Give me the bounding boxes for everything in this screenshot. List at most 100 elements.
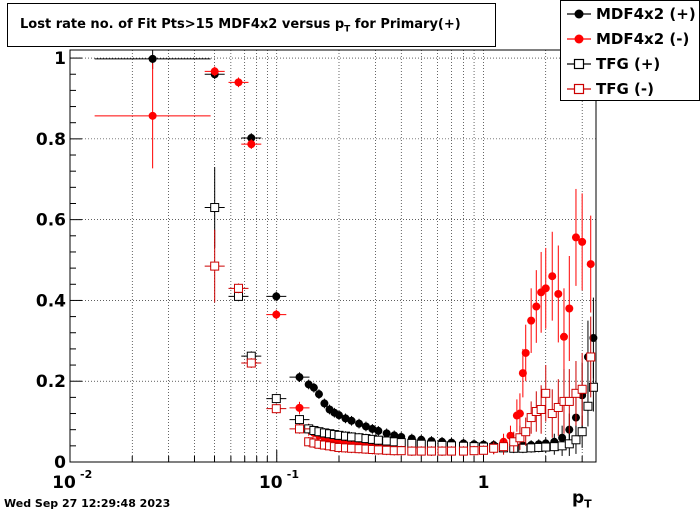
data-point-circle [148, 54, 157, 63]
chart-title-box: Lost rate no. of Fit Pts>15 MDF4x2 versu… [7, 3, 496, 47]
data-point-circle [586, 260, 595, 269]
open-square-marker-icon [567, 83, 591, 95]
data-point-square [437, 446, 447, 456]
data-point-circle [541, 284, 550, 293]
data-point-square [294, 424, 304, 434]
title-subscript: T [344, 24, 351, 35]
data-point-square [564, 396, 574, 406]
data-point-circle [532, 302, 541, 311]
data-point-circle [295, 373, 304, 382]
data-point-square [373, 435, 383, 445]
data-point-square [210, 203, 220, 213]
data-point-square [588, 382, 598, 392]
data-point-circle [314, 390, 323, 399]
data-point-circle [247, 134, 256, 143]
data-point-circle [521, 348, 530, 357]
data-point-circle [148, 111, 157, 120]
data-point-circle [247, 140, 256, 149]
data-point-circle [361, 422, 370, 431]
data-point-circle [374, 426, 383, 435]
data-point-circle [515, 409, 524, 418]
data-point-square [347, 432, 357, 442]
data-point-square [583, 401, 593, 411]
data-point-square [469, 446, 479, 456]
y-tick-label: 0.4 [36, 291, 66, 311]
data-point-circle [565, 304, 574, 313]
x-tick-label-exponent: -1 [287, 468, 299, 481]
x-tick-label: 10 [259, 473, 283, 493]
legend-entry-mdf4x2-plus: MDF4x2 (+) [561, 3, 699, 25]
data-point-square [549, 442, 559, 452]
y-tick-label: 0.6 [36, 211, 66, 231]
data-point-square [396, 438, 406, 448]
data-point-square [233, 291, 243, 301]
data-point-circle [518, 369, 527, 378]
legend-label: MDF4x2 (-) [596, 30, 690, 48]
x-axis-label: pT [572, 488, 592, 510]
y-tick-label: 0.8 [36, 130, 66, 150]
data-point-square [373, 445, 383, 455]
data-point-square [347, 443, 357, 453]
data-point-square [446, 446, 456, 456]
x-axis-label-subscript: T [584, 497, 592, 511]
data-point-square [536, 404, 546, 414]
title-main: Lost rate no. of Fit Pts>15 MDF4x2 versu… [20, 17, 345, 32]
x-axis-label-main: p [572, 488, 585, 508]
data-point-circle [334, 411, 343, 420]
data-point-square [526, 413, 536, 423]
y-tick-label: 1 [54, 49, 66, 69]
data-point-circle [382, 429, 391, 438]
data-point-square [577, 384, 587, 394]
data-point-circle [210, 67, 219, 76]
data-point-square [489, 443, 499, 453]
x-tick-label: 10 [52, 473, 76, 493]
data-point-circle [272, 310, 281, 319]
y-tick-label: 0.2 [36, 372, 66, 392]
data-point-square [499, 442, 509, 452]
data-point-circle [559, 332, 568, 341]
data-point-square [271, 404, 281, 414]
plot-frame [69, 49, 597, 463]
data-point-circle [527, 316, 536, 325]
data-point-square [479, 445, 489, 455]
data-point-square [382, 445, 392, 455]
data-point-square [407, 438, 417, 448]
data-point-square [382, 436, 392, 446]
y-tick-label: 0 [54, 453, 66, 473]
data-point-square [577, 427, 587, 437]
timestamp: Wed Sep 27 12:29:48 2023 [4, 497, 171, 510]
data-point-square [547, 409, 557, 419]
data-point-square [521, 427, 531, 437]
open-square-marker-icon [567, 58, 591, 70]
data-point-circle [272, 292, 281, 301]
data-point-circle [234, 78, 243, 87]
data-point-square [515, 433, 525, 443]
data-point-square [416, 446, 426, 456]
data-point-square [210, 261, 220, 271]
data-point-circle [578, 237, 587, 246]
x-tick-label-exponent: -2 [80, 468, 92, 481]
data-point-square [407, 446, 417, 456]
data-point-circle [554, 289, 563, 298]
legend-label: TFG (-) [596, 80, 654, 98]
x-tick-label: 1 [478, 473, 490, 493]
data-point-square [541, 442, 551, 452]
data-point-square [271, 394, 281, 404]
filled-circle-marker-icon [567, 34, 591, 44]
data-point-square [246, 358, 256, 368]
legend-entry-tfg-minus: TFG (-) [561, 78, 699, 100]
data-point-circle [589, 333, 598, 342]
data-point-circle [571, 233, 580, 242]
data-point-square [396, 446, 406, 456]
data-point-square [553, 402, 563, 412]
data-point-circle [347, 416, 356, 425]
legend-entry-tfg-plus: TFG (+) [561, 53, 699, 75]
data-point-square [526, 443, 536, 453]
legend-label: TFG (+) [596, 55, 661, 73]
data-point-square [571, 435, 581, 445]
data-point-circle [295, 403, 304, 412]
data-point-square [586, 352, 596, 362]
data-point-circle [548, 272, 557, 281]
data-point-square [426, 446, 436, 456]
